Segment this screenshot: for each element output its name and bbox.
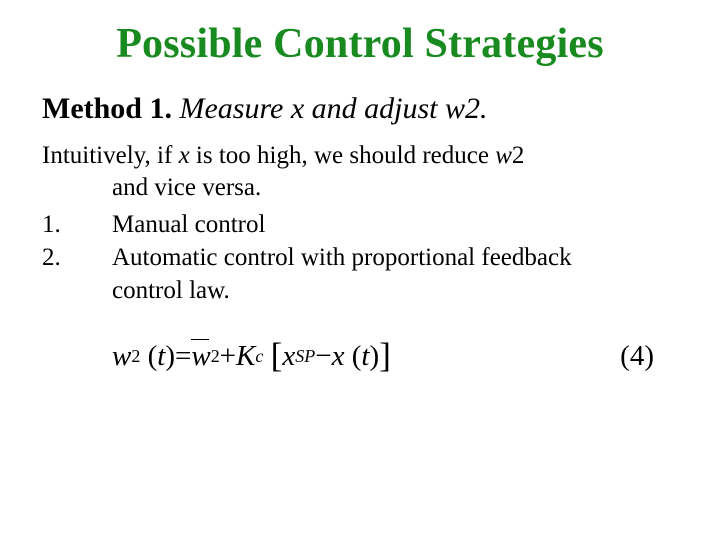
intuit-two: 2 — [512, 142, 525, 169]
eq-minus: − — [315, 340, 331, 373]
list-text-2b: control law. — [112, 274, 572, 307]
equation: w2 (t) = w2 + Kc [ xSP − x (t) ] — [42, 335, 391, 377]
eq-rparen-b: ) — [369, 340, 379, 373]
equation-number: (4) — [620, 340, 678, 373]
eq-rparen-a: ) — [165, 340, 175, 373]
list-item: 2. Automatic control with proportional f… — [42, 241, 678, 307]
eq-sub2-a: 2 — [131, 346, 140, 367]
eq-rbracket: ] — [379, 334, 391, 376]
eq-t-b: t — [361, 340, 369, 373]
slide-title: Possible Control Strategies — [42, 20, 678, 68]
eq-x2: x — [332, 340, 345, 373]
method-line: Method 1. Measure x and adjust w2. — [42, 92, 678, 126]
list-text-2a: Automatic control with proportional feed… — [112, 241, 572, 274]
intuit-line2: and vice versa. — [42, 172, 678, 204]
eq-t-a: t — [157, 340, 165, 373]
intuit-x: x — [179, 142, 190, 169]
intuitive-text: Intuitively, if x is too high, we should… — [42, 140, 678, 204]
eq-xsp-x: x — [282, 340, 295, 373]
intuit-mid: is too high, we should reduce — [190, 142, 496, 169]
eq-lparen-a: ( — [148, 340, 158, 373]
eq-wbar: w — [191, 340, 210, 373]
method-label: Method 1. — [42, 92, 180, 125]
eq-lbracket: [ — [271, 334, 283, 376]
list-text-1: Manual control — [76, 208, 265, 241]
eq-c: c — [255, 346, 263, 367]
equation-row: w2 (t) = w2 + Kc [ xSP − x (t) ] (4) — [42, 335, 678, 377]
list-item: 1. Manual control — [42, 208, 678, 241]
eq-K: K — [236, 340, 255, 373]
eq-eq: = — [175, 340, 191, 373]
list-number-2: 2. — [42, 241, 76, 307]
eq-xsp-sub: SP — [295, 346, 315, 367]
intuit-w: w — [495, 142, 512, 169]
eq-sub2-b: 2 — [211, 346, 220, 367]
list-number-1: 1. — [42, 208, 76, 241]
eq-plus: + — [220, 340, 236, 373]
eq-w: w — [112, 340, 131, 373]
eq-lparen-b: ( — [352, 340, 362, 373]
numbered-list: 1. Manual control 2. Automatic control w… — [42, 208, 678, 307]
method-rest: Measure x and adjust w2. — [180, 92, 488, 125]
intuit-pre: Intuitively, if — [42, 142, 179, 169]
